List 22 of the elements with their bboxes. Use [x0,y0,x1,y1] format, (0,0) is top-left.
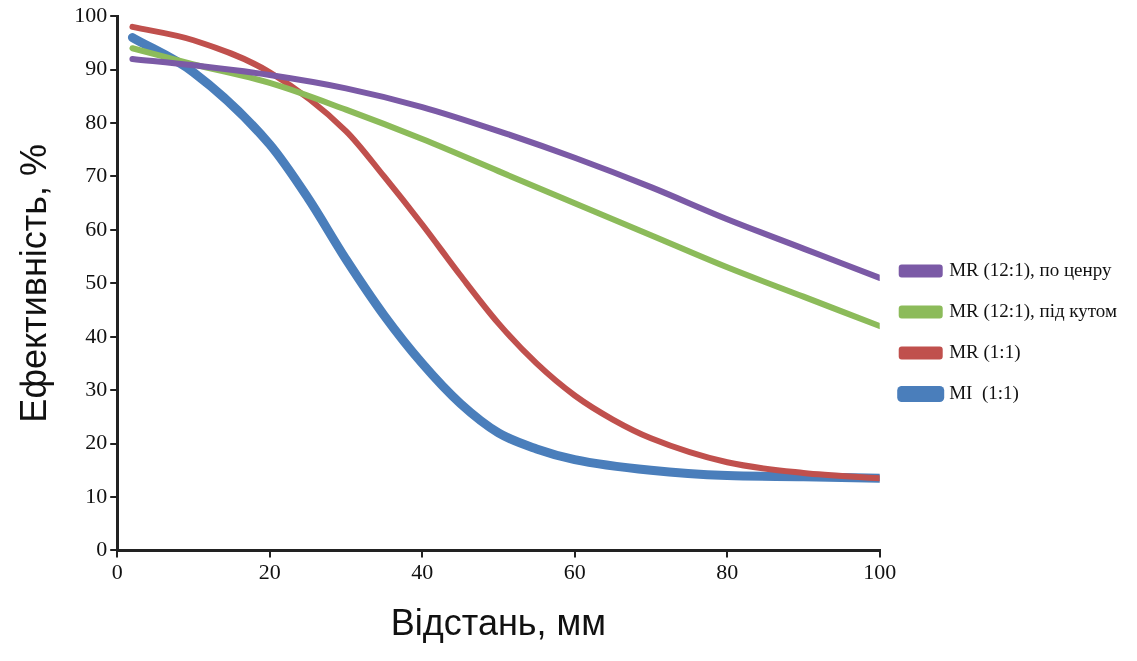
y-tick-label: 30 [85,375,108,401]
y-tick-label: 60 [85,215,108,241]
x-tick-label: 80 [716,559,739,585]
x-tick-label: 100 [863,559,897,585]
legend-label: MR (1:1) [949,340,1021,363]
y-tick-label: 20 [85,429,108,455]
x-axis-title: Відстань, мм [390,602,607,644]
y-tick-label: 80 [85,108,108,134]
legend-label: MR (12:1), під кутом [949,299,1118,322]
legend-label: MR (12:1), по ценру [949,258,1112,281]
y-tick-label: 70 [85,162,108,188]
y-tick-label: 0 [96,536,108,562]
legend-label: MI (1:1) [949,381,1019,404]
y-axis-title: Ефективність, % [12,143,54,423]
y-tick-label: 90 [85,55,108,81]
y-tick-label: 100 [74,1,108,27]
y-tick-label: 50 [85,269,108,295]
x-tick-label: 60 [563,559,586,585]
y-tick-label: 40 [85,322,108,348]
x-tick-label: 40 [411,559,434,585]
x-tick-label: 20 [258,559,281,585]
y-tick-label: 10 [85,482,108,508]
